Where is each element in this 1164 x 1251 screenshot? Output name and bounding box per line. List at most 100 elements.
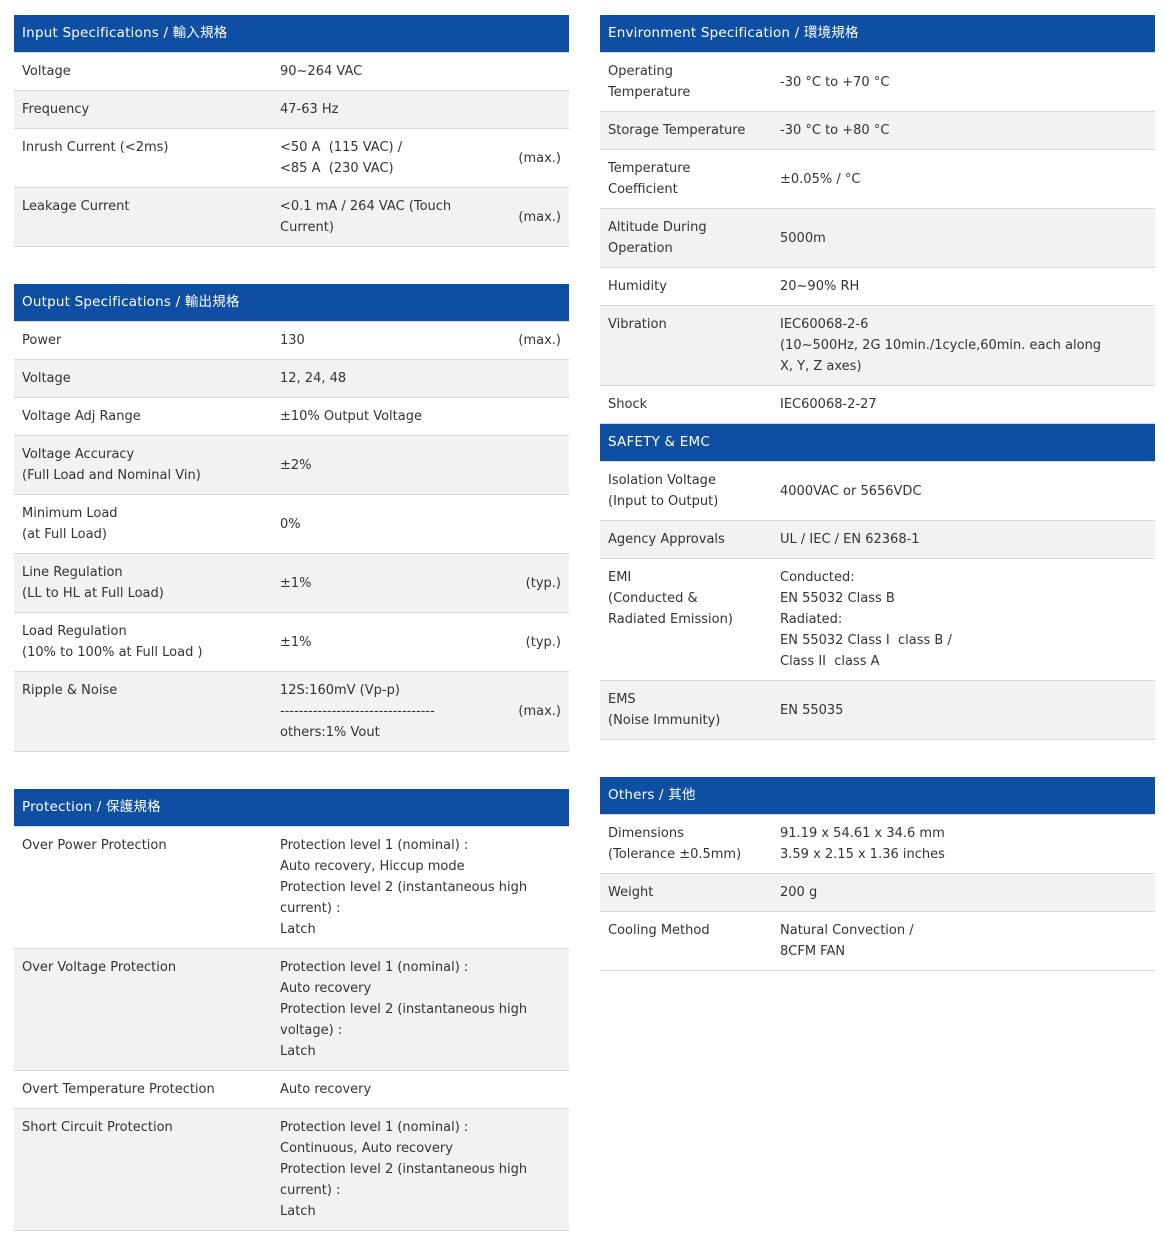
spec-value: 5000m bbox=[780, 230, 826, 246]
spec-remark: (max.) bbox=[518, 333, 561, 348]
spec-value: 47-63 Hz bbox=[280, 102, 339, 117]
spec-label: Vibration bbox=[608, 317, 667, 332]
spec-row: Line Regulation (LL to HL at Full Load) ±… bbox=[14, 553, 569, 612]
spec-label: Storage Temperature bbox=[608, 123, 746, 138]
spec-value: ±1% bbox=[280, 634, 312, 650]
spec-value: Natural Convection / 8CFM FAN bbox=[780, 923, 914, 959]
spec-label: Inrush Current (<2ms) bbox=[22, 140, 169, 155]
spec-table-input-specifications: Input Specifications / 輸入規格 Voltage 90~264… bbox=[14, 15, 569, 247]
section-header-input-specifications: Input Specifications / 輸入規格 bbox=[14, 15, 569, 52]
spec-value: EN 55035 bbox=[780, 702, 844, 718]
spec-row: Leakage Current <0.1 mA / 264 VAC (Touch … bbox=[14, 187, 569, 247]
section-header-output-specifications: Output Specifications / 輸出規格 bbox=[14, 284, 569, 321]
spec-row: Altitude During Operation 5000m bbox=[600, 208, 1155, 267]
section-header-environment-specification: Environment Specification / 環境規格 bbox=[600, 15, 1155, 52]
spec-row: Dimensions (Tolerance ±0.5mm) 91.19 x 54.… bbox=[600, 814, 1155, 873]
spec-row: Voltage Adj Range ±10% Output Voltage bbox=[14, 397, 569, 435]
spec-row: Frequency 47-63 Hz bbox=[14, 90, 569, 128]
spec-value: Protection level 1 (nominal) : Continuou… bbox=[280, 1120, 528, 1219]
spec-value: Protection level 1 (nominal) : Auto reco… bbox=[280, 838, 528, 937]
spec-table-protection: Protection / 保護規格 Over Power Protection Pr… bbox=[14, 789, 569, 1231]
spec-row: Vibration IEC60068-2-6 (10~500Hz, 2G 10mi… bbox=[600, 305, 1155, 385]
spec-row: Agency Approvals UL / IEC / EN 62368-1 bbox=[600, 520, 1155, 558]
spec-value: 91.19 x 54.61 x 34.6 mm 3.59 x 2.15 x 1.… bbox=[780, 826, 945, 862]
spec-value: Protection level 1 (nominal) : Auto reco… bbox=[280, 960, 528, 1059]
spec-value: UL / IEC / EN 62368-1 bbox=[780, 532, 920, 547]
spec-value: -30 °C to +70 °C bbox=[780, 74, 890, 90]
spec-label: Isolation Voltage (Input to Output) bbox=[608, 473, 719, 509]
spec-value: Conducted: EN 55032 Class B Radiated: EN… bbox=[780, 570, 952, 669]
spec-row: Shock IEC60068-2-27 bbox=[600, 385, 1155, 424]
spec-row: Voltage 90~264 VAC bbox=[14, 52, 569, 90]
spec-remark: (max.) bbox=[518, 209, 561, 225]
spec-label: Load Regulation (10% to 100% at Full Loa… bbox=[22, 624, 203, 660]
spec-value: 12S:160mV (Vp-p) -----------------------… bbox=[280, 683, 435, 740]
spec-label: Dimensions (Tolerance ±0.5mm) bbox=[608, 826, 742, 862]
spec-label: Cooling Method bbox=[608, 923, 710, 938]
spec-row: Weight 200 g bbox=[600, 873, 1155, 911]
spec-value: 4000VAC or 5656VDC bbox=[780, 483, 922, 499]
spec-label: Over Voltage Protection bbox=[22, 960, 177, 975]
spec-label: Frequency bbox=[22, 102, 90, 117]
spec-label: Ripple & Noise bbox=[22, 683, 118, 698]
spec-table-safety-emc: SAFETY & EMC Isolation Voltage (Input to … bbox=[600, 424, 1155, 740]
spec-remark: (max.) bbox=[518, 704, 561, 719]
spec-value: 90~264 VAC bbox=[280, 64, 363, 79]
spec-label: Shock bbox=[608, 397, 648, 412]
spec-row: EMI (Conducted & Radiated Emission) Condu… bbox=[600, 558, 1155, 680]
spec-label: Leakage Current bbox=[22, 199, 130, 214]
spec-remark: (max.) bbox=[518, 150, 561, 166]
spec-row: Power 130 (max.) bbox=[14, 321, 569, 359]
spec-value: ±0.05% / °C bbox=[780, 171, 861, 187]
spec-value: ±1% bbox=[280, 575, 312, 591]
spec-row: Minimum Load (at Full Load) 0% bbox=[14, 494, 569, 553]
spec-label: Voltage Adj Range bbox=[22, 409, 141, 424]
spec-value: 200 g bbox=[780, 885, 818, 900]
section-header-protection: Protection / 保護規格 bbox=[14, 789, 569, 826]
spec-row: Voltage Accuracy (Full Load and Nominal … bbox=[14, 435, 569, 494]
spec-label: Agency Approvals bbox=[608, 532, 725, 547]
spec-value: <0.1 mA / 264 VAC (Touch Current) bbox=[280, 199, 452, 235]
spec-value: 130 bbox=[280, 333, 305, 348]
spec-label: Humidity bbox=[608, 279, 667, 294]
left-column: Input Specifications / 輸入規格 Voltage 90~264… bbox=[14, 15, 569, 1231]
section-header-safety-emc: SAFETY & EMC bbox=[600, 424, 1155, 461]
spec-row: Over Voltage Protection Protection level … bbox=[14, 948, 569, 1070]
spec-row: Inrush Current (<2ms) <50 A (115 VAC) / <… bbox=[14, 128, 569, 187]
spec-label: Over Power Protection bbox=[22, 838, 167, 853]
spec-label: Short Circuit Protection bbox=[22, 1120, 173, 1135]
spec-label: Overt Temperature Protection bbox=[22, 1082, 215, 1097]
section-header-others: Others / 其他 bbox=[600, 777, 1155, 814]
spec-row: Ripple & Noise 12S:160mV (Vp-p) ---------… bbox=[14, 671, 569, 752]
spec-value: ±10% Output Voltage bbox=[280, 409, 422, 424]
spec-label: Voltage bbox=[22, 371, 71, 386]
spec-row: Overt Temperature Protection Auto recover… bbox=[14, 1070, 569, 1108]
spec-table-others: Others / 其他 Dimensions (Tolerance ±0.5mm)… bbox=[600, 777, 1155, 971]
spec-label: Voltage Accuracy (Full Load and Nominal … bbox=[22, 447, 201, 483]
spec-label: Line Regulation (LL to HL at Full Load) bbox=[22, 565, 164, 601]
spec-label: EMS (Noise Immunity) bbox=[608, 692, 721, 728]
spec-table-output-specifications: Output Specifications / 輸出規格 Power 130 (max… bbox=[14, 284, 569, 752]
spec-row: Humidity 20~90% RH bbox=[600, 267, 1155, 305]
spec-value: ±2% bbox=[280, 457, 312, 473]
spec-value: IEC60068-2-6 (10~500Hz, 2G 10min./1cycle… bbox=[780, 317, 1102, 374]
spec-row: EMS (Noise Immunity) EN 55035 bbox=[600, 680, 1155, 740]
spec-label: EMI (Conducted & Radiated Emission) bbox=[608, 570, 733, 627]
spec-table-environment-specification: Environment Specification / 環境規格 Operatin… bbox=[600, 15, 1155, 424]
spec-row: Over Power Protection Protection level 1 … bbox=[14, 826, 569, 948]
spec-row: Temperature Coefficient ±0.05% / °C bbox=[600, 149, 1155, 208]
spec-row: Cooling Method Natural Convection / 8CFM … bbox=[600, 911, 1155, 971]
spec-value: Auto recovery bbox=[280, 1082, 372, 1097]
spec-value: 20~90% RH bbox=[780, 279, 860, 294]
right-column: Environment Specification / 環境規格 Operatin… bbox=[600, 15, 1155, 971]
spec-label: Operating Temperature bbox=[608, 64, 691, 100]
spec-row: Operating Temperature -30 °C to +70 °C bbox=[600, 52, 1155, 111]
spec-label: Power bbox=[22, 333, 62, 348]
spec-label: Weight bbox=[608, 885, 654, 900]
spec-row: Voltage 12, 24, 48 bbox=[14, 359, 569, 397]
spec-remark: (typ.) bbox=[525, 575, 561, 591]
spec-row: Load Regulation (10% to 100% at Full Loa… bbox=[14, 612, 569, 671]
spec-label: Minimum Load (at Full Load) bbox=[22, 506, 118, 542]
spec-value: 0% bbox=[280, 516, 301, 532]
